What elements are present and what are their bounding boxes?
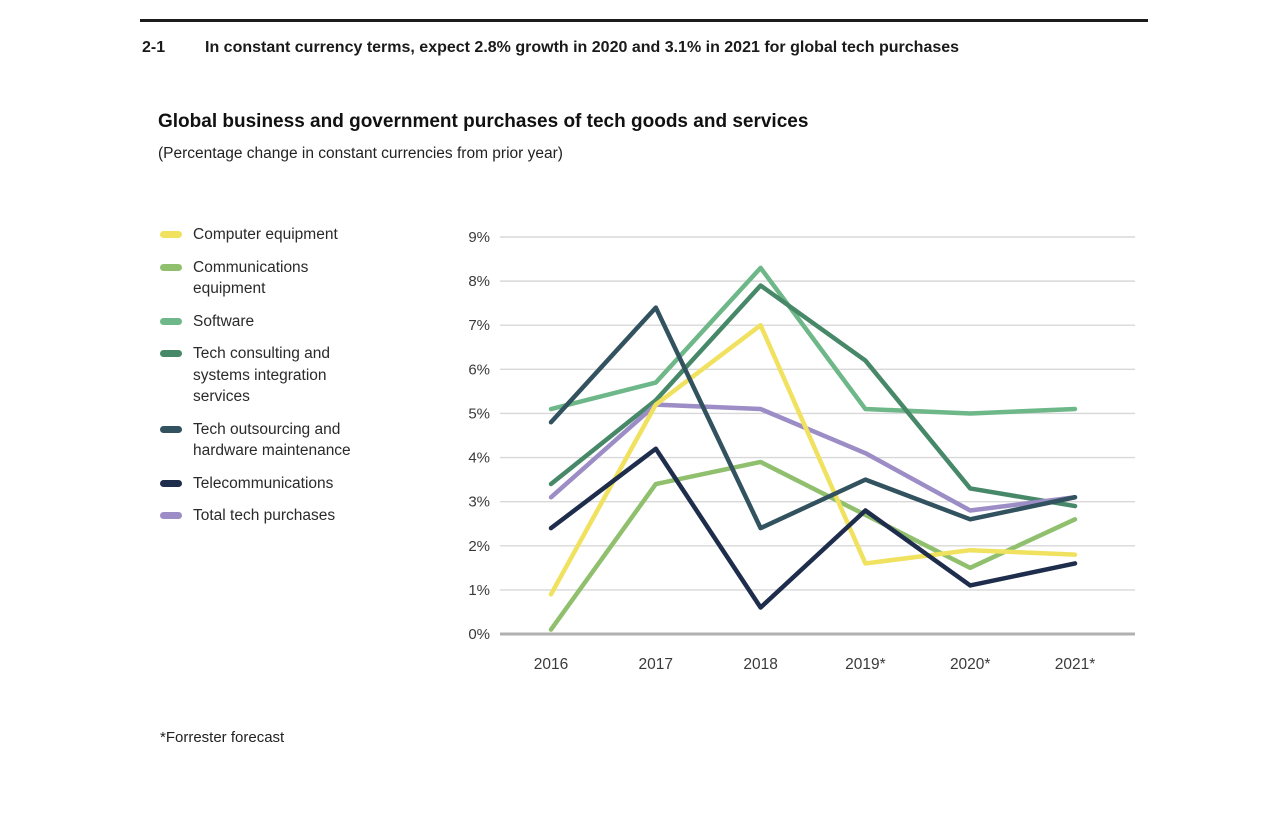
series-line-computer-equipment bbox=[548, 322, 1078, 597]
legend-swatch bbox=[160, 479, 182, 487]
series-line-total-tech-purchases bbox=[548, 402, 1078, 513]
line-chart: 0% 1% 2% 3% 4% 5% 6% 7% 8% 9% 2016 2017 2018 2019* 202… bbox=[460, 213, 1150, 688]
y-axis-tick-label: 2% bbox=[468, 538, 490, 555]
y-axis-tick-label: 3% bbox=[468, 494, 490, 511]
figure-number: 2-1 bbox=[142, 39, 166, 56]
figure-top-rule bbox=[140, 19, 1148, 22]
series-line-telecommunications bbox=[548, 446, 1078, 610]
y-axis-tick-label: 1% bbox=[468, 582, 490, 599]
series-line-software bbox=[548, 265, 1078, 416]
chart-canvas: 0% 1% 2% 3% 4% 5% 6% 7% 8% 9% 2016 2017 2018 2019* 202… bbox=[468, 229, 1135, 673]
legend-swatch bbox=[160, 231, 182, 238]
series-line-tech-consulting-and-systems-integration-services bbox=[548, 283, 1078, 509]
legend: Computer equipment Communications equipme… bbox=[160, 224, 420, 538]
y-axis-tick-label: 0% bbox=[468, 626, 490, 643]
legend-swatch bbox=[160, 263, 182, 271]
legend-label: Tech consulting and systems integration … bbox=[193, 345, 331, 405]
y-axis-tick-label: 6% bbox=[468, 361, 490, 378]
x-axis-tick-label: 2018 bbox=[743, 656, 777, 673]
legend-item: Communications equipment bbox=[160, 257, 420, 300]
chart-subtitle: (Percentage change in constant currencie… bbox=[158, 145, 563, 162]
figure-header: 2-1 In constant currency terms, expect 2… bbox=[142, 37, 1102, 58]
legend-item: Total tech purchases bbox=[160, 505, 420, 527]
legend-item: Tech outsourcing and hardware maintenanc… bbox=[160, 419, 420, 462]
y-axis-tick-label: 5% bbox=[468, 405, 490, 422]
legend-label: Communications equipment bbox=[193, 258, 309, 298]
y-axis-tick-label: 4% bbox=[468, 450, 490, 467]
legend-swatch bbox=[160, 425, 182, 433]
legend-label: Tech outsourcing and hardware maintenanc… bbox=[193, 420, 351, 460]
legend-item: Software bbox=[160, 311, 420, 333]
x-axis-tick-label: 2017 bbox=[639, 656, 673, 673]
x-axis-tick-label: 2020* bbox=[950, 656, 991, 673]
legend-label: Telecommunications bbox=[193, 474, 334, 492]
series-line-tech-outsourcing-and-hardware-maintenance bbox=[548, 305, 1078, 531]
legend-label: Total tech purchases bbox=[193, 507, 336, 524]
y-axis-tick-label: 8% bbox=[468, 273, 490, 290]
legend-label: Computer equipment bbox=[193, 226, 338, 243]
footnote: *Forrester forecast bbox=[160, 729, 285, 746]
legend-swatch bbox=[160, 317, 182, 325]
series-line-communications-equipment bbox=[548, 459, 1078, 632]
x-axis-tick-label: 2019* bbox=[845, 656, 886, 673]
x-axis-tick-label: 2016 bbox=[534, 656, 568, 673]
legend-item: Tech consulting and systems integration … bbox=[160, 343, 420, 408]
legend-item: Computer equipment bbox=[160, 224, 420, 246]
legend-swatch bbox=[160, 350, 182, 357]
legend-swatch bbox=[160, 512, 182, 519]
x-axis-tick-label: 2021* bbox=[1055, 656, 1096, 673]
chart-title: Global business and government purchases… bbox=[158, 111, 809, 132]
y-axis-tick-label: 7% bbox=[468, 317, 490, 334]
legend-item: Telecommunications bbox=[160, 473, 420, 495]
y-axis-tick-label: 9% bbox=[468, 229, 490, 246]
legend-label: Software bbox=[193, 312, 255, 330]
figure-heading: In constant currency terms, expect 2.8% … bbox=[205, 39, 960, 56]
